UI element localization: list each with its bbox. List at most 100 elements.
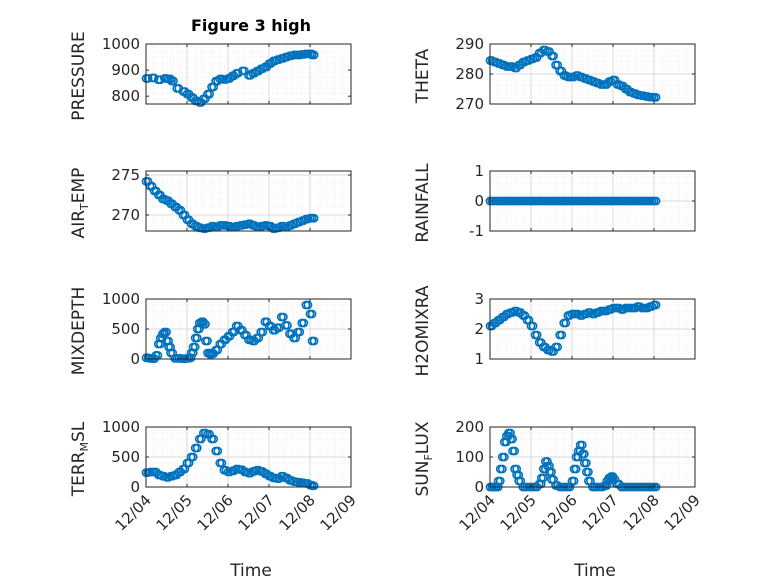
data-series bbox=[485, 300, 661, 356]
data-point bbox=[651, 300, 661, 310]
data-point bbox=[647, 302, 657, 311]
data-series bbox=[485, 45, 661, 102]
y-tick-label: -1 bbox=[469, 222, 484, 240]
data-point bbox=[303, 300, 313, 310]
y-axis-label: SUNFLUX bbox=[413, 421, 435, 496]
data-point bbox=[631, 303, 640, 313]
data-point bbox=[278, 471, 288, 481]
axes-frame bbox=[145, 170, 352, 232]
y-tick-label: 500 bbox=[111, 320, 140, 338]
data-point bbox=[532, 330, 542, 340]
data-point bbox=[538, 473, 548, 483]
y-axis-label: THETA bbox=[413, 48, 433, 104]
data-point bbox=[201, 319, 210, 329]
data-point bbox=[553, 342, 563, 352]
data-point bbox=[168, 348, 178, 358]
data-point bbox=[143, 74, 153, 83]
data-point bbox=[497, 464, 507, 474]
x-axis-label-left: Time bbox=[229, 561, 272, 581]
y-axis-label: RAINFALL bbox=[413, 163, 433, 243]
y-tick-label: 275 bbox=[111, 166, 140, 184]
y-axis-label: PRESSURE bbox=[69, 31, 89, 120]
data-point bbox=[213, 446, 223, 456]
y-tick-label: 280 bbox=[455, 65, 484, 83]
data-point bbox=[192, 443, 202, 453]
y-tick-label: 2 bbox=[474, 320, 484, 338]
data-point bbox=[229, 466, 239, 476]
data-point bbox=[499, 452, 509, 462]
data-point bbox=[651, 93, 661, 102]
data-point bbox=[528, 54, 538, 64]
data-point bbox=[579, 449, 589, 459]
data-point bbox=[581, 309, 591, 319]
data-point bbox=[190, 342, 200, 352]
figure-title: Figure 3 high bbox=[191, 16, 311, 35]
data-point bbox=[581, 458, 591, 468]
data-point bbox=[651, 196, 661, 206]
data-point bbox=[571, 464, 581, 474]
data-point bbox=[540, 45, 550, 55]
data-point bbox=[586, 308, 595, 317]
data-point bbox=[250, 220, 260, 230]
y-tick-label: 270 bbox=[111, 206, 140, 224]
data-series bbox=[141, 428, 319, 491]
data-point bbox=[307, 309, 317, 319]
data-point bbox=[162, 327, 171, 337]
data-point bbox=[508, 308, 517, 317]
y-tick-label: 0 bbox=[474, 478, 484, 496]
data-point bbox=[309, 50, 319, 60]
data-point bbox=[309, 336, 319, 346]
y-tick-label: 200 bbox=[455, 418, 484, 436]
data-point bbox=[299, 318, 309, 328]
subplot-2: 270 280 290 THETA bbox=[413, 35, 696, 113]
data-point bbox=[614, 303, 624, 313]
y-tick-label: 1000 bbox=[102, 35, 140, 53]
subplot-1: 800 900 1000 PRESSURE bbox=[69, 31, 352, 121]
data-point bbox=[160, 194, 169, 204]
subplot-5: 0 500 1000 MIXDEPTH bbox=[69, 287, 352, 376]
y-tick-label: 800 bbox=[111, 87, 140, 105]
y-tick-label: 3 bbox=[474, 290, 484, 308]
y-tick-label: 1000 bbox=[102, 418, 140, 436]
data-point bbox=[569, 476, 579, 486]
y-tick-label: 500 bbox=[111, 448, 140, 466]
data-point bbox=[508, 434, 517, 444]
data-point bbox=[203, 336, 212, 346]
data-point bbox=[309, 213, 319, 223]
data-series bbox=[485, 196, 661, 206]
data-point bbox=[602, 481, 612, 490]
data-point bbox=[549, 51, 558, 61]
y-tick-label: 290 bbox=[455, 35, 484, 53]
y-tick-label: 1 bbox=[474, 350, 484, 368]
data-series bbox=[141, 176, 319, 233]
data-series bbox=[141, 300, 319, 364]
data-point bbox=[155, 75, 165, 85]
data-point bbox=[258, 64, 268, 74]
data-point bbox=[561, 318, 571, 328]
data-point bbox=[614, 80, 624, 89]
y-axis-label: AIRTEMP bbox=[69, 168, 91, 239]
y-tick-label: 900 bbox=[111, 61, 140, 79]
y-tick-label: 100 bbox=[455, 448, 484, 466]
y-tick-label: 0 bbox=[474, 192, 484, 210]
data-point bbox=[192, 333, 202, 343]
y-axis-label: MIXDEPTH bbox=[69, 287, 89, 376]
data-point bbox=[577, 440, 587, 450]
y-tick-label: 1 bbox=[474, 162, 484, 180]
x-axis-label-right: Time bbox=[573, 561, 616, 581]
y-axis-label: TERRMSL bbox=[69, 421, 91, 497]
data-point bbox=[188, 452, 198, 462]
data-point bbox=[169, 76, 178, 86]
y-tick-label: 270 bbox=[455, 95, 484, 113]
data-point bbox=[584, 467, 593, 477]
data-point bbox=[569, 72, 579, 82]
data-point bbox=[510, 446, 519, 456]
subplot-3: 270 275 AIRTEMP bbox=[69, 166, 352, 239]
y-axis-label: H2OMIXRA bbox=[413, 285, 433, 376]
data-point bbox=[295, 327, 305, 337]
data-point bbox=[283, 320, 292, 330]
data-point bbox=[528, 321, 538, 331]
subplot-6: 1 2 3 H2OMIXRA bbox=[413, 285, 696, 377]
data-point bbox=[258, 327, 268, 337]
